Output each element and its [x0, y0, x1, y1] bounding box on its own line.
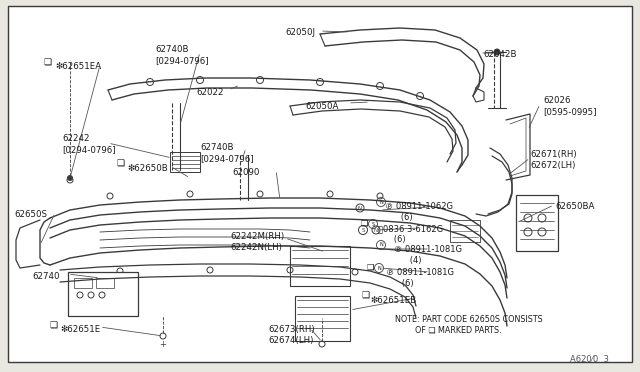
Bar	[74, 278, 92, 288]
Text: ␨0836 3-6162G
      (6): ␨0836 3-6162G (6)	[378, 224, 443, 244]
Text: +: +	[159, 340, 166, 349]
Text: 62740B
[0294-0796]: 62740B [0294-0796]	[155, 45, 209, 65]
Text: N: N	[358, 205, 362, 211]
Bar	[96, 278, 114, 288]
Bar	[295, 296, 350, 341]
Text: 62673(RH)
62674(LH): 62673(RH) 62674(LH)	[268, 325, 315, 345]
Text: 62042B: 62042B	[483, 50, 516, 59]
Text: N: N	[379, 243, 383, 247]
Text: S: S	[371, 221, 374, 227]
Bar	[516, 195, 558, 251]
Text: ❇62651EB: ❇62651EB	[370, 296, 416, 305]
Text: N: N	[374, 228, 378, 232]
Text: ℗ 08911-1081G
      (6): ℗ 08911-1081G (6)	[386, 268, 454, 288]
Circle shape	[67, 176, 72, 180]
Text: 62671(RH)
62672(LH): 62671(RH) 62672(LH)	[530, 150, 577, 170]
Text: ❏: ❏	[366, 263, 374, 273]
Text: ❇62651EA: ❇62651EA	[55, 62, 101, 71]
Text: N: N	[377, 266, 381, 270]
Circle shape	[494, 49, 500, 55]
Text: 62242M(RH)
62242N(LH): 62242M(RH) 62242N(LH)	[230, 232, 284, 252]
Bar	[68, 272, 138, 316]
Text: A620⁄0  3: A620⁄0 3	[570, 355, 609, 364]
Text: S: S	[361, 228, 365, 232]
Text: ❏: ❏	[362, 292, 370, 301]
Text: 62022: 62022	[196, 88, 223, 97]
Text: 62740: 62740	[32, 272, 60, 281]
Text: 62050A: 62050A	[305, 102, 339, 111]
Bar	[290, 246, 350, 286]
Text: 62650S: 62650S	[14, 210, 47, 219]
Text: ℗ 08911-1062G
      (6): ℗ 08911-1062G (6)	[385, 202, 453, 222]
Text: ❏: ❏	[360, 219, 368, 228]
Text: 62740B
[0294-0796]: 62740B [0294-0796]	[200, 143, 253, 163]
Text: ❇62650B: ❇62650B	[127, 164, 168, 173]
Text: 62650BA: 62650BA	[555, 202, 595, 211]
Text: ℗ 08911-1081G
      (4): ℗ 08911-1081G (4)	[394, 245, 462, 265]
Text: ❏: ❏	[44, 58, 52, 67]
Text: 62050J: 62050J	[285, 28, 315, 37]
Text: ❏: ❏	[117, 160, 125, 169]
Bar	[450, 220, 480, 242]
Text: 62090: 62090	[232, 168, 259, 177]
Text: 62242
[0294-0796]: 62242 [0294-0796]	[62, 134, 116, 154]
Text: ❏: ❏	[50, 321, 58, 330]
Text: ❇62651E: ❇62651E	[60, 325, 100, 334]
Bar	[170, 152, 200, 172]
Text: 62026
[0595-0995]: 62026 [0595-0995]	[543, 96, 596, 116]
Text: NOTE: PART CODE 62650S CONSISTS
        OF ❏ MARKED PARTS.: NOTE: PART CODE 62650S CONSISTS OF ❏ MAR…	[395, 315, 543, 335]
Text: N: N	[379, 199, 383, 205]
